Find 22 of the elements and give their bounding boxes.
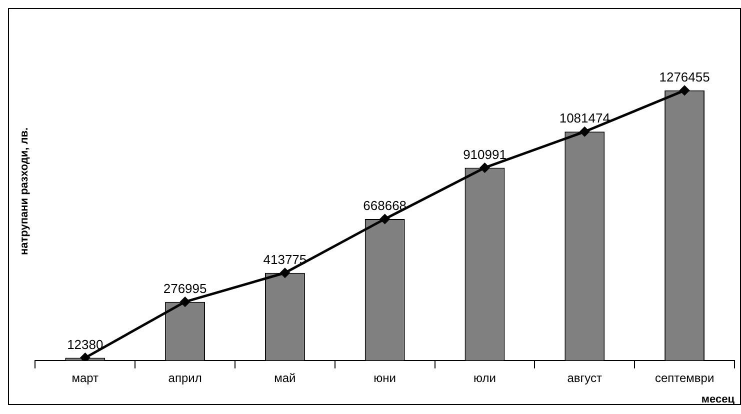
x-tick-label: юни xyxy=(374,370,396,385)
data-label: 910991 xyxy=(463,146,506,162)
data-label: 12380 xyxy=(67,336,104,352)
data-label: 276995 xyxy=(163,280,207,296)
data-label: 668668 xyxy=(363,198,407,214)
point xyxy=(680,86,690,96)
data-label: 1081474 xyxy=(559,110,610,126)
x-tick-label: септември xyxy=(654,370,714,385)
point xyxy=(480,162,490,172)
x-tick-label: април xyxy=(168,370,202,385)
point xyxy=(380,214,390,224)
y-axis-title: натрупани разходи, лв. xyxy=(18,127,31,255)
point xyxy=(280,268,290,278)
data-label: 1276455 xyxy=(659,70,710,85)
point xyxy=(580,126,590,136)
point xyxy=(80,353,90,360)
point xyxy=(180,297,190,307)
x-tick-label: август xyxy=(567,370,603,385)
x-tick-label: юли xyxy=(474,370,496,385)
x-tick-label: май xyxy=(274,370,296,385)
x-tick-label: март xyxy=(72,370,100,385)
x-axis-title: месец xyxy=(701,393,735,406)
